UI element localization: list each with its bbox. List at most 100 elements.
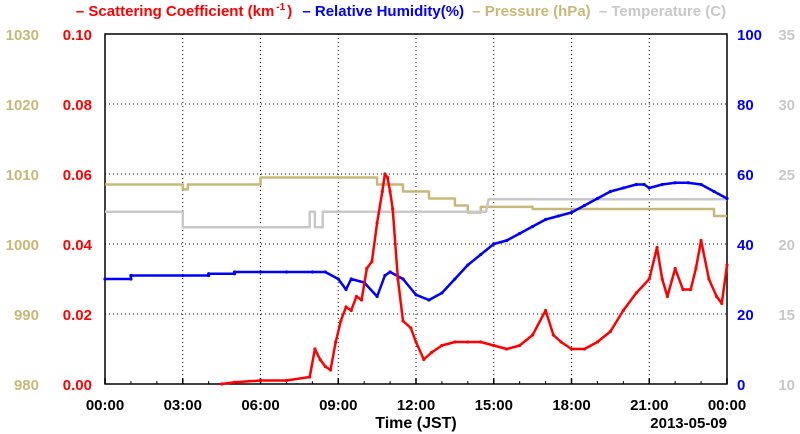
x-tick-label: 09:00 [319,397,357,414]
y-tick-label-pressure: 980 [14,377,39,394]
data-point-scattering-coefficient [559,340,563,344]
data-point-scattering-coefficient [380,189,384,194]
x-axis-label: Time (JST) [375,415,457,432]
data-point-scattering-coefficient [313,347,317,351]
data-point-relative-humidity [699,182,703,187]
data-point-scattering-coefficient [370,259,374,264]
data-point-scattering-coefficient [707,277,711,281]
data-point-scattering-coefficient [694,266,698,271]
data-point-scattering-coefficient [401,319,405,323]
data-point-scattering-coefficient [440,343,444,348]
data-point-relative-humidity [556,214,561,218]
data-point-scattering-coefficient [715,294,719,299]
series-line-relative-humidity [105,181,728,302]
data-point-relative-humidity [595,196,600,201]
data-point-relative-humidity [375,294,379,299]
x-tick-label: 06:00 [241,397,279,414]
data-point-scattering-coefficient [359,298,364,302]
data-point-relative-humidity [712,189,716,194]
data-point-scattering-coefficient [375,221,379,225]
x-tick-label: 12:00 [397,397,435,414]
chart-legend: – Scattering Coefficient (km -1) – Relati… [0,2,800,20]
data-point-scattering-coefficient [258,378,263,383]
data-point-scattering-coefficient [720,301,724,306]
data-point-scattering-coefficient [388,189,392,194]
data-point-relative-humidity [284,270,289,274]
y-tick-label-pressure: 1030 [6,27,39,44]
date-label: 2013-05-09 [650,415,727,432]
data-point-relative-humidity [383,273,387,278]
data-point-scattering-coefficient [543,308,548,313]
data-point-relative-humidity [686,181,690,185]
y-tick-label-temperature: 15 [778,307,795,324]
data-point-relative-humidity [466,263,470,267]
data-point-relative-humidity [401,277,405,281]
data-point-scattering-coefficient [339,319,343,323]
x-tick-label: 03:00 [164,397,202,414]
data-point-relative-humidity [349,277,353,281]
y-tick-label-humidity: 80 [737,97,754,114]
data-point-relative-humidity [543,217,548,222]
data-point-relative-humidity [129,273,133,278]
y-tick-label-temperature: 25 [778,167,795,184]
data-point-scattering-coefficient [349,308,353,313]
data-point-relative-humidity [492,242,496,246]
data-point-scattering-coefficient [647,277,651,281]
data-point-relative-humidity [129,277,133,281]
data-point-scattering-coefficient [595,340,600,344]
x-tick-label: 15:00 [475,397,513,414]
y-tick-label-humidity: 0 [737,377,745,394]
data-point-scattering-coefficient [531,333,535,337]
legend-temperature: – Temperature (C) [598,3,727,20]
data-point-relative-humidity [621,186,625,190]
data-point-scattering-coefficient [284,378,289,383]
data-point-relative-humidity [323,270,327,274]
y-tick-label-scattering: 0.08 [63,97,92,114]
series-line-scattering-coefficient [221,172,729,386]
data-point-relative-humidity [673,181,677,185]
y-tick-label-temperature: 20 [778,237,795,254]
series-line-temperature [105,197,727,229]
data-point-relative-humidity [232,270,237,274]
data-point-scattering-coefficient [634,291,638,295]
data-point-relative-humidity [647,186,651,190]
data-point-scattering-coefficient [414,340,418,344]
y-tick-label-pressure: 1000 [6,237,39,254]
data-point-relative-humidity [258,270,263,274]
data-point-relative-humidity [660,182,664,187]
data-point-scattering-coefficient [385,175,390,180]
x-tick-label: 21:00 [630,397,668,414]
data-point-scattering-coefficient [396,277,400,281]
y-tick-label-pressure: 1020 [6,97,39,114]
data-point-scattering-coefficient [492,343,496,348]
data-point-relative-humidity [725,196,729,201]
data-point-scattering-coefficient [354,294,358,299]
data-point-scattering-coefficient [518,343,522,348]
data-point-relative-humidity [634,182,638,187]
x-tick-label: 18:00 [552,397,590,414]
data-point-scattering-coefficient [318,357,322,362]
y-tick-label-scattering: 0.04 [63,237,93,254]
y-tick-label-humidity: 20 [737,307,754,324]
data-point-relative-humidity [608,189,612,194]
y-tick-label-temperature: 30 [778,97,795,114]
data-point-relative-humidity [453,277,457,281]
data-point-scattering-coefficient [334,340,338,344]
x-tick-label: 00:00 [708,397,746,414]
data-point-scattering-coefficient [673,266,677,271]
data-point-scattering-coefficient [220,382,224,386]
data-point-scattering-coefficient [681,287,685,292]
data-point-scattering-coefficient [608,329,612,334]
data-point-scattering-coefficient [665,294,669,299]
series-line-pressure [105,176,727,218]
data-point-scattering-coefficient [232,380,237,384]
data-point-relative-humidity [207,272,211,276]
data-point-scattering-coefficient [328,368,333,372]
data-point-relative-humidity [479,252,483,257]
y-tick-label-humidity: 60 [737,167,754,184]
data-point-scattering-coefficient [551,333,555,337]
data-point-scattering-coefficient [621,308,625,313]
data-point-scattering-coefficient [409,326,413,330]
y-tick-label-scattering: 0.06 [63,167,92,184]
